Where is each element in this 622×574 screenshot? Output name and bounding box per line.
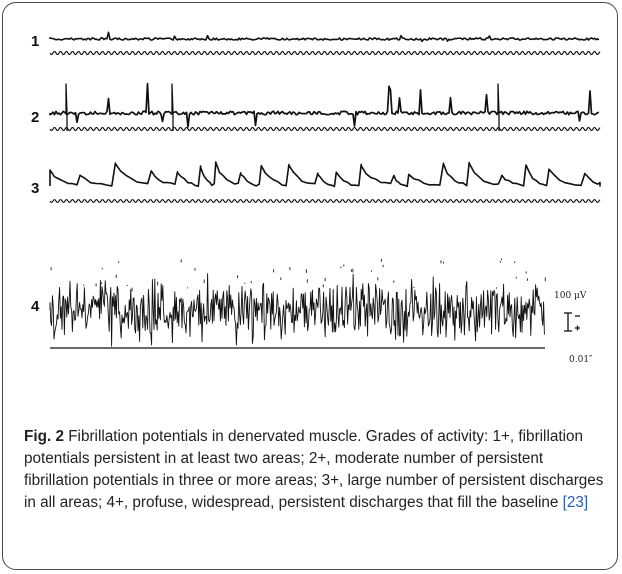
trace-label-2: 2 xyxy=(31,109,40,126)
caption-text: Fibrillation potentials in denervated mu… xyxy=(24,428,604,511)
trace-2 xyxy=(49,82,601,131)
trace-label-4: 4 xyxy=(31,298,40,315)
caption-reference-link[interactable]: [23] xyxy=(562,494,589,511)
scale-bar xyxy=(564,312,580,332)
caption-fig-label: Fig. 2 xyxy=(24,428,64,445)
trace-3 xyxy=(49,161,601,203)
trace-label-3: 3 xyxy=(31,180,40,197)
trace-4 xyxy=(49,258,546,349)
figure-caption: Fig. 2 Fibrillation potentials in denerv… xyxy=(24,426,604,514)
scale-voltage-label: 100 μV xyxy=(554,291,587,301)
emg-figure: 1 2 3 4 100 μV 0.01″ xyxy=(31,31,601,365)
trace-label-1: 1 xyxy=(31,33,40,50)
emg-traces-svg xyxy=(49,31,601,349)
scale-time-label: 0.01″ xyxy=(569,355,593,365)
trace-1 xyxy=(49,31,601,55)
